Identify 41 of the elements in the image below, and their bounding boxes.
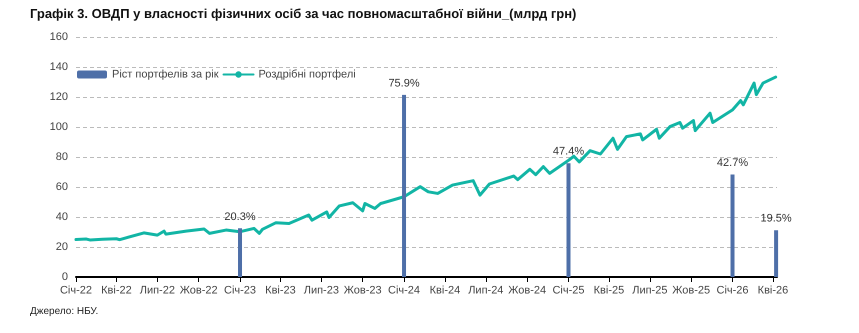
y-tick-label: 60 (56, 181, 68, 193)
x-tick-label: Кві-23 (265, 284, 296, 296)
x-tick-label: Кві-26 (758, 284, 788, 296)
bar (774, 230, 778, 277)
x-tick-label: Січ-24 (388, 284, 420, 296)
x-tick-label: Лип-23 (304, 284, 339, 296)
y-tick-label: 80 (56, 151, 68, 163)
y-tick-label: 20 (56, 241, 68, 253)
y-tick-label: 0 (62, 271, 68, 283)
y-tick-label: 160 (50, 31, 68, 43)
text: Джерело: НБУ. (30, 306, 98, 317)
y-tick-label: 40 (56, 211, 68, 223)
bar (730, 174, 735, 277)
data-label: 75.9% (388, 77, 420, 90)
chart-title: Графік 3. ОВДП у власності фізичних осіб за час повномасштабної війни_(млрд грн) (30, 6, 576, 21)
x-tick-label: Лип-25 (632, 284, 668, 296)
x-tick-label: Кві-22 (101, 284, 132, 296)
x-tick-label: Жов-23 (344, 284, 382, 296)
x-tick-label: Жов-25 (672, 284, 710, 296)
x-tick-label: Жов-22 (180, 284, 218, 296)
legend-label: Роздрібні портфелі (258, 68, 356, 80)
data-label: 47.4% (552, 146, 584, 158)
x-tick-label: Лип-24 (468, 284, 504, 296)
data-label: 19.5% (760, 212, 792, 225)
x-tick-label: Січ-26 (716, 284, 749, 296)
bar (402, 94, 406, 277)
y-tick-label: 120 (50, 91, 68, 103)
x-tick-label: Кві-24 (430, 284, 460, 296)
x-tick-label: Січ-25 (552, 284, 585, 296)
y-tick-label: 140 (50, 61, 68, 73)
legend-label: Ріст портфелів за рік (112, 68, 219, 80)
x-tick-label: Жов-24 (508, 284, 546, 296)
x-tick-label: Лип-22 (140, 284, 175, 296)
bar (566, 163, 570, 277)
x-tick-label: Кві-25 (594, 284, 624, 296)
x-tick-label: Січ-23 (224, 284, 256, 296)
data-label: 20.3% (224, 210, 256, 223)
bar (238, 228, 242, 277)
data-label: 42.7% (716, 157, 748, 170)
y-tick-label: 100 (50, 121, 68, 133)
x-tick-label: Січ-22 (60, 284, 92, 296)
